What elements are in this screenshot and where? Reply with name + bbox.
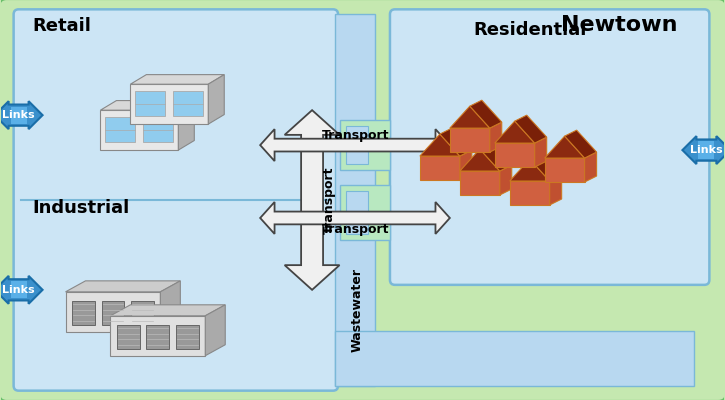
Polygon shape [490,122,502,152]
Polygon shape [0,101,43,129]
Polygon shape [420,156,460,180]
Text: Newtown: Newtown [561,15,678,35]
Bar [340,185,390,240]
Polygon shape [565,130,597,158]
Text: Transport: Transport [322,129,389,142]
Polygon shape [11,106,27,124]
Polygon shape [510,181,550,205]
Bar [176,324,199,348]
Text: Transport: Transport [322,223,389,236]
Text: Links: Links [2,110,35,120]
Bar [346,191,368,234]
Polygon shape [494,121,535,143]
Text: Industrial: Industrial [33,199,130,217]
Polygon shape [440,128,472,156]
Bar [335,331,695,386]
Bar [105,117,135,142]
Polygon shape [0,276,43,304]
Bar [102,301,124,324]
Bar [340,120,390,170]
Polygon shape [11,281,27,298]
Polygon shape [130,84,208,124]
Polygon shape [101,110,178,150]
Polygon shape [420,134,460,156]
Text: Transport: Transport [323,166,336,234]
Bar [173,91,203,116]
FancyBboxPatch shape [390,9,709,285]
Bar [72,301,95,324]
Polygon shape [460,150,472,180]
Polygon shape [470,100,502,128]
Text: Wastewater: Wastewater [350,268,363,352]
Text: Links: Links [2,285,35,295]
Polygon shape [178,100,194,150]
Bar [131,301,154,324]
Polygon shape [544,136,584,158]
Bar [146,324,169,348]
Polygon shape [260,202,450,234]
Text: Residential: Residential [473,21,587,39]
Text: Links: Links [690,145,723,155]
Polygon shape [110,305,225,316]
Polygon shape [130,75,224,84]
Polygon shape [515,115,547,143]
Bar [117,324,140,348]
Polygon shape [682,136,725,164]
Polygon shape [285,110,339,290]
Polygon shape [535,137,547,167]
Bar [335,14,375,386]
Polygon shape [208,75,224,124]
Polygon shape [544,158,584,182]
Polygon shape [460,149,500,171]
Bar [346,126,368,164]
Polygon shape [110,316,205,356]
Polygon shape [65,281,181,292]
Polygon shape [480,143,512,171]
Polygon shape [550,175,562,205]
Polygon shape [101,100,194,110]
Polygon shape [500,165,512,195]
Polygon shape [260,129,450,161]
Polygon shape [450,106,490,128]
Polygon shape [494,143,535,167]
Polygon shape [584,152,597,182]
Text: Retail: Retail [33,17,91,35]
Polygon shape [65,292,160,332]
Polygon shape [450,128,490,152]
Polygon shape [205,305,225,356]
Bar [144,117,173,142]
Polygon shape [530,153,562,181]
FancyBboxPatch shape [14,9,338,391]
Polygon shape [460,171,500,195]
Polygon shape [160,281,181,332]
Polygon shape [698,142,714,159]
Bar [135,91,165,116]
Polygon shape [510,159,550,181]
